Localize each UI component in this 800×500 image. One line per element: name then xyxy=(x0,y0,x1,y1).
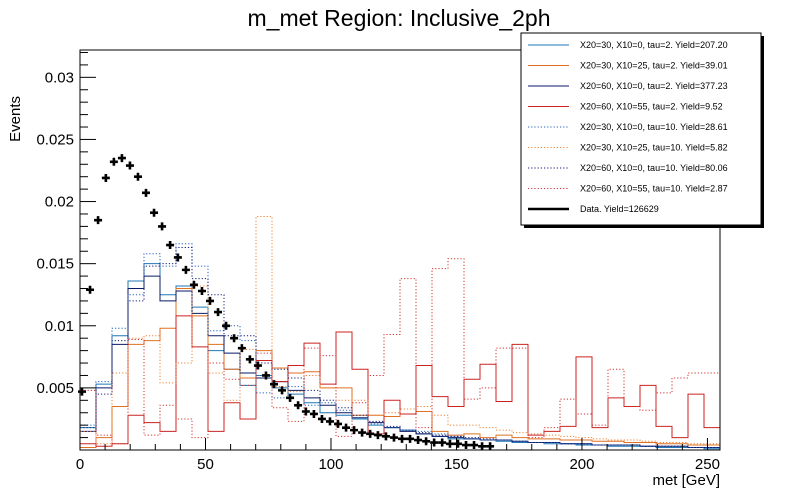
data-point-49 xyxy=(462,441,471,450)
series-line-7 xyxy=(79,247,721,450)
data-point-2 xyxy=(86,285,95,294)
data-point-9 xyxy=(142,188,151,197)
data-point-33 xyxy=(334,419,343,428)
data-point-12 xyxy=(166,241,175,250)
series-line-4 xyxy=(79,315,721,450)
data-point-22 xyxy=(245,355,254,364)
data-point-11 xyxy=(158,222,167,231)
chart-title: m_met Region: Inclusive_2ph xyxy=(248,5,551,31)
data-point-20 xyxy=(230,334,239,343)
data-point-15 xyxy=(189,280,198,289)
data-point-6 xyxy=(117,154,126,163)
legend-label-7: X20=60, X10=0, tau=10. Yield=80.06 xyxy=(580,163,728,173)
legend-label-1: X20=30, X10=0, tau=2. Yield=207.20 xyxy=(580,40,728,50)
y-tick-label: 0.01 xyxy=(45,318,74,335)
legend-label-6: X20=30, X10=25, tau=10. Yield=5.82 xyxy=(580,143,728,153)
data-point-44 xyxy=(422,437,431,446)
plot-frame xyxy=(79,49,721,451)
data-point-36 xyxy=(358,428,367,437)
legend-label-5: X20=30, X10=0, tau=10. Yield=28.61 xyxy=(580,122,728,132)
data-point-41 xyxy=(398,434,407,443)
y-tick-label: 0.02 xyxy=(45,194,74,211)
data-point-24 xyxy=(261,371,270,380)
data-point-17 xyxy=(206,296,215,305)
data-point-34 xyxy=(342,423,351,432)
legend-label-3: X20=60, X10=0, tau=2. Yield=377.23 xyxy=(580,81,728,91)
data-point-50 xyxy=(470,441,479,450)
x-tick-label: 50 xyxy=(197,456,214,473)
data-point-46 xyxy=(438,438,447,447)
data-point-16 xyxy=(197,286,206,295)
legend-label-8: X20=60, X10=55, tau=10. Yield=2.87 xyxy=(580,184,728,194)
data-point-25 xyxy=(270,380,279,389)
data-point-31 xyxy=(317,414,326,423)
data-point-8 xyxy=(133,172,142,181)
legend-label-4: X20=60, X10=55, tau=2. Yield=9.52 xyxy=(580,102,723,112)
x-tick-label: 250 xyxy=(695,456,720,473)
y-tick-label: 0.025 xyxy=(36,131,74,148)
data-point-47 xyxy=(445,439,454,448)
legend-label-9: Data. Yield=126629 xyxy=(580,204,659,214)
x-axis-label: met [GeV] xyxy=(652,472,720,489)
data-point-38 xyxy=(373,431,382,440)
series-line-5 xyxy=(79,243,721,450)
data-point-37 xyxy=(366,429,375,438)
x-tick-label: 100 xyxy=(318,456,343,473)
data-point-45 xyxy=(430,438,439,447)
x-tick-label: 200 xyxy=(569,456,594,473)
series-layer xyxy=(79,215,721,450)
data-point-39 xyxy=(381,432,390,441)
data-point-35 xyxy=(350,426,359,435)
data-point-14 xyxy=(181,265,190,274)
data-point-23 xyxy=(253,361,262,370)
data-point-10 xyxy=(150,208,159,217)
data-point-30 xyxy=(309,409,318,418)
legend: X20=30, X10=0, tau=2. Yield=207.20 X20=30… xyxy=(520,32,764,228)
data-point-19 xyxy=(222,321,231,330)
data-point-5 xyxy=(109,157,118,166)
data-point-3 xyxy=(94,216,103,225)
data-point-18 xyxy=(214,308,223,317)
data-point-29 xyxy=(301,407,310,416)
data-point-43 xyxy=(414,436,423,445)
data-point-21 xyxy=(237,344,246,353)
x-tick-label: 0 xyxy=(76,456,84,473)
data-point-4 xyxy=(101,173,110,182)
x-tick-label: 150 xyxy=(444,456,469,473)
y-tick-label: 0.03 xyxy=(45,69,74,86)
data-point-48 xyxy=(453,439,462,448)
legend-label-2: X20=30, X10=25, tau=2. Yield=39.01 xyxy=(580,61,728,71)
data-point-13 xyxy=(173,253,182,262)
data-point-32 xyxy=(325,417,334,426)
series-line-6 xyxy=(79,215,721,450)
data-point-7 xyxy=(125,161,134,170)
y-tick-label: 0.005 xyxy=(36,380,74,397)
series-line-8 xyxy=(79,258,721,450)
y-tick-label: 0.015 xyxy=(36,256,74,273)
data-point-26 xyxy=(278,386,287,395)
data-point-51 xyxy=(478,442,487,451)
y-axis-label: Events xyxy=(7,96,24,142)
data-point-42 xyxy=(406,434,415,443)
data-point-40 xyxy=(389,433,398,442)
axes-layer: 0 50 100 150 200 250 0.005 0.01 0.015 0.02 0.025 0.… xyxy=(36,49,721,473)
data-point-1 xyxy=(78,387,87,396)
data-points-layer xyxy=(78,154,495,451)
data-point-52 xyxy=(486,442,495,451)
data-point-27 xyxy=(286,393,295,402)
data-point-28 xyxy=(294,401,303,410)
